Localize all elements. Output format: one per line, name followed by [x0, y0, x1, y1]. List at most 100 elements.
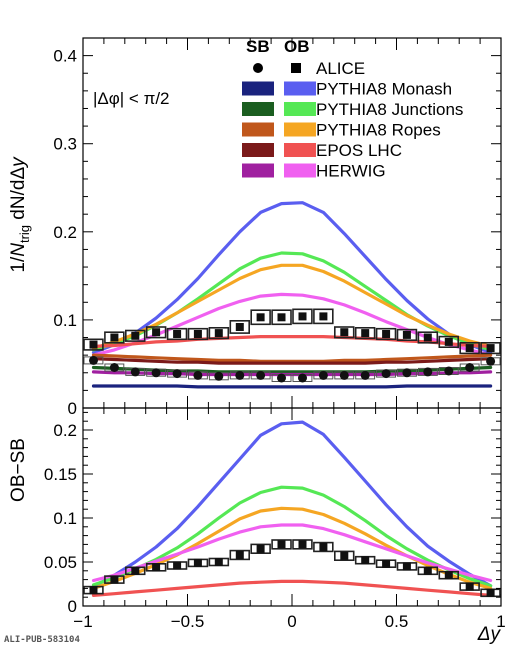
alice-syst-box: [104, 331, 125, 344]
alice-sb-point: [423, 367, 433, 377]
legend-swatch-ob-pythia8-ropes: [284, 122, 316, 137]
alice-sb-point: [298, 373, 307, 383]
x-tick-label: 1: [496, 612, 505, 631]
y-tick-label: 0.3: [53, 135, 77, 154]
alice-ob-point: [214, 329, 223, 338]
legend-marker-ob-alice: [291, 63, 301, 73]
x-tick-label: 0.5: [385, 612, 409, 631]
alice-ob-point: [444, 571, 453, 580]
alice-syst-box: [480, 341, 501, 355]
alice-syst-box: [229, 549, 251, 561]
curve-pythia8-ropes-ob: [91, 263, 493, 350]
curve-pythia8-ropes-sb: [91, 353, 493, 363]
ylabel-prefix: 1/: [8, 256, 29, 273]
legend-label-pythia8-ropes: PYTHIA8 Ropes: [316, 121, 441, 140]
alice-syst-box: [459, 341, 480, 355]
alice-sb-point: [109, 363, 119, 372]
alice-sb-point: [193, 370, 203, 380]
alice-ob-point: [152, 328, 161, 337]
legend-label-pythia8-junctions: PYTHIA8 Junctions: [316, 100, 463, 119]
legend-header-ob: OB: [284, 37, 310, 56]
alice-ob-point: [319, 312, 328, 321]
bottom-panel-frame: [82, 407, 502, 607]
alice-sb-point: [151, 368, 161, 378]
top-y-axis-title: 1/Ntrig dN/dΔy: [8, 156, 32, 273]
legend-marker-sb-alice: [253, 63, 263, 73]
alice-ob-point: [110, 575, 119, 584]
alice-sb-point: [444, 366, 454, 376]
curve-pythia8-monash-sb: [91, 384, 493, 389]
ylabel-mid: dN/dΔ: [8, 167, 29, 225]
legend-swatch-ob-pythia8-junctions: [284, 102, 316, 116]
top-alice-data: [83, 308, 501, 383]
legend-label-alice: ALICE: [316, 59, 365, 78]
alice-ob-point: [173, 561, 182, 570]
alice-syst-box: [417, 331, 439, 344]
alice-sb-point: [339, 370, 349, 380]
legend-swatch-sb-pythia8-monash: [242, 81, 274, 96]
alice-sb-point: [172, 369, 182, 379]
y-tick-label: 0: [68, 399, 77, 418]
x-tick-label: −0.5: [171, 612, 205, 631]
alice-syst-box: [354, 326, 376, 340]
alice-syst-box: [125, 329, 146, 342]
x-axis-title: Δy: [477, 624, 502, 645]
curve-epos-lhc-sb: [91, 357, 493, 365]
alice-sb-point: [465, 363, 475, 372]
delta-phi-annotation: |Δφ| < π/2: [93, 89, 170, 108]
alice-ob-point: [277, 540, 286, 549]
alice-ob-point: [486, 344, 495, 353]
alice-ob-point: [382, 559, 391, 568]
top-y-ticks: 0 0.1 0.2 0.3 0.4: [53, 38, 502, 418]
alice-ob-point: [256, 544, 265, 553]
bottom-panel: 0 0.05 0.1 0.15 0.2 −1 −0.5 0 0.5 1 OB−SB Δy: [8, 407, 506, 645]
bottom-y-ticks: 0 0.05 0.1 0.15 0.2: [44, 411, 501, 616]
alice-ob-point: [173, 330, 182, 338]
alice-ob-point: [340, 551, 349, 560]
alice-ob-point: [152, 563, 161, 572]
alice-ob-point: [110, 333, 119, 342]
alice-ob-point: [89, 586, 98, 595]
alice-ob-point: [423, 566, 432, 575]
y-tick-label: 0.2: [53, 223, 77, 242]
legend-swatch-sb-herwig: [242, 163, 274, 178]
curve-pythia8-monash-diff: [91, 420, 493, 589]
x-tick-label: −1: [73, 612, 92, 631]
alice-ob-point: [277, 313, 286, 322]
y-tick-label: 0.4: [53, 47, 77, 66]
alice-ob-point: [402, 562, 411, 571]
ylabel-n: N: [8, 243, 29, 257]
alice-ob-point: [298, 312, 307, 321]
ylabel-y: y: [8, 156, 29, 169]
watermark: ALI-PUB-583104: [4, 635, 80, 645]
alice-syst-box: [145, 326, 167, 339]
alice-ob-point: [361, 329, 370, 338]
alice-ob-point: [361, 556, 370, 565]
alice-ob-point: [486, 588, 495, 597]
legend-label-epos-lhc: EPOS LHC: [316, 141, 402, 160]
alice-syst-box: [208, 326, 230, 340]
bottom-y-axis-title: OB−SB: [8, 438, 29, 502]
alice-syst-box: [271, 539, 292, 550]
alice-sb-point: [402, 368, 412, 378]
alice-ob-point: [131, 566, 140, 575]
alice-sb-point: [130, 367, 140, 377]
alice-ob-point: [340, 328, 349, 337]
alice-ob-point: [256, 313, 265, 322]
alice-ob-point: [298, 540, 307, 549]
alice-ob-point: [402, 330, 411, 339]
curve-epos-lhc-diff: [91, 579, 493, 598]
alice-ob-point: [382, 330, 391, 338]
alice-sb-point: [214, 371, 224, 381]
legend-header-sb: SB: [246, 37, 270, 56]
legend-swatch-sb-pythia8-junctions: [242, 102, 274, 116]
alice-sb-point: [318, 370, 328, 380]
bottom-alice-data: [83, 539, 501, 598]
alice-ob-point: [89, 340, 98, 349]
y-tick-label: 0.1: [53, 509, 77, 528]
alice-syst-box: [83, 338, 104, 351]
alice-syst-box: [166, 327, 188, 341]
legend-swatch-sb-pythia8-ropes: [242, 122, 274, 137]
alice-ob-point: [319, 543, 328, 551]
alice-syst-box: [333, 550, 355, 562]
